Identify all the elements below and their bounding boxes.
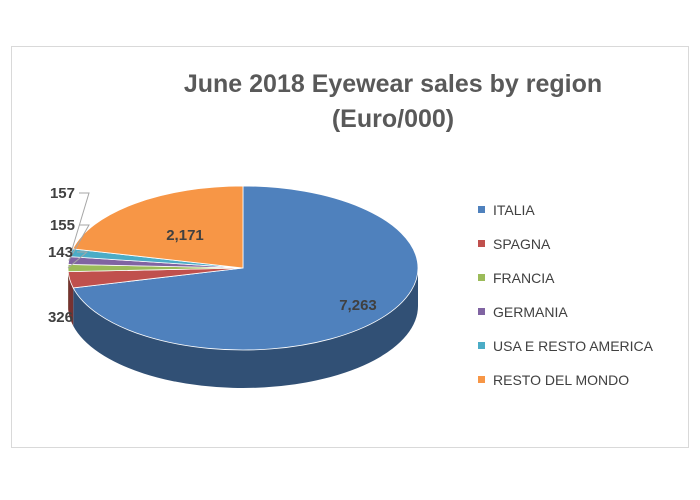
legend-label-italia: ITALIA [493, 202, 535, 218]
data-label-germania: 155 [50, 217, 75, 234]
legend-label-spagna: SPAGNA [493, 236, 551, 252]
data-label-resto-del-mondo: 2,171 [166, 227, 204, 244]
legend-swatch-usa-e-resto-america [478, 342, 485, 349]
legend-item-resto-del-mondo: RESTO DEL MONDO [478, 372, 629, 388]
data-label-italia: 7,263 [339, 297, 377, 314]
legend-swatch-germania [478, 308, 485, 315]
slice-italia [72, 185, 419, 351]
legend-item-usa-e-resto-america: USA E RESTO AMERICA [478, 338, 654, 354]
legend-swatch-francia [478, 274, 485, 281]
leader-germania [68, 224, 90, 261]
data-label-francia: 143 [48, 244, 73, 261]
legend-label-germania: GERMANIA [493, 304, 568, 320]
legend-item-germania: GERMANIA [478, 304, 568, 320]
legend-label-resto-del-mondo: RESTO DEL MONDO [493, 372, 629, 388]
legend-item-francia: FRANCIA [478, 270, 555, 286]
legend-swatch-italia [478, 206, 485, 213]
legend-label-usa-e-resto-america: USA E RESTO AMERICA [493, 338, 654, 354]
leader-francia [67, 251, 89, 269]
side-spagna [68, 271, 74, 326]
chart-title: June 2018 Eyewear sales by region [184, 70, 602, 98]
chart-subtitle: (Euro/000) [332, 105, 454, 133]
legend: ITALIA SPAGNA FRANCIA GERMANIA USA E RESTO A… [478, 202, 654, 388]
legend-item-spagna: SPAGNA [478, 236, 551, 252]
data-label-usa-e-resto-america: 157 [50, 185, 75, 202]
data-labels: 7,263 326 143 155 157 2,171 [48, 185, 377, 326]
pie-slices [67, 185, 419, 351]
legend-label-francia: FRANCIA [493, 270, 555, 286]
pie-3d-side [68, 268, 419, 389]
slice-resto-del-mondo [72, 185, 244, 269]
side-italia [73, 268, 419, 389]
legend-swatch-spagna [478, 240, 485, 247]
leader-usa-e-resto-america [70, 192, 90, 253]
legend-swatch-resto-del-mondo [478, 376, 485, 383]
leader-lines [67, 192, 90, 269]
legend-item-italia: ITALIA [478, 202, 535, 218]
data-label-spagna: 326 [48, 309, 73, 326]
